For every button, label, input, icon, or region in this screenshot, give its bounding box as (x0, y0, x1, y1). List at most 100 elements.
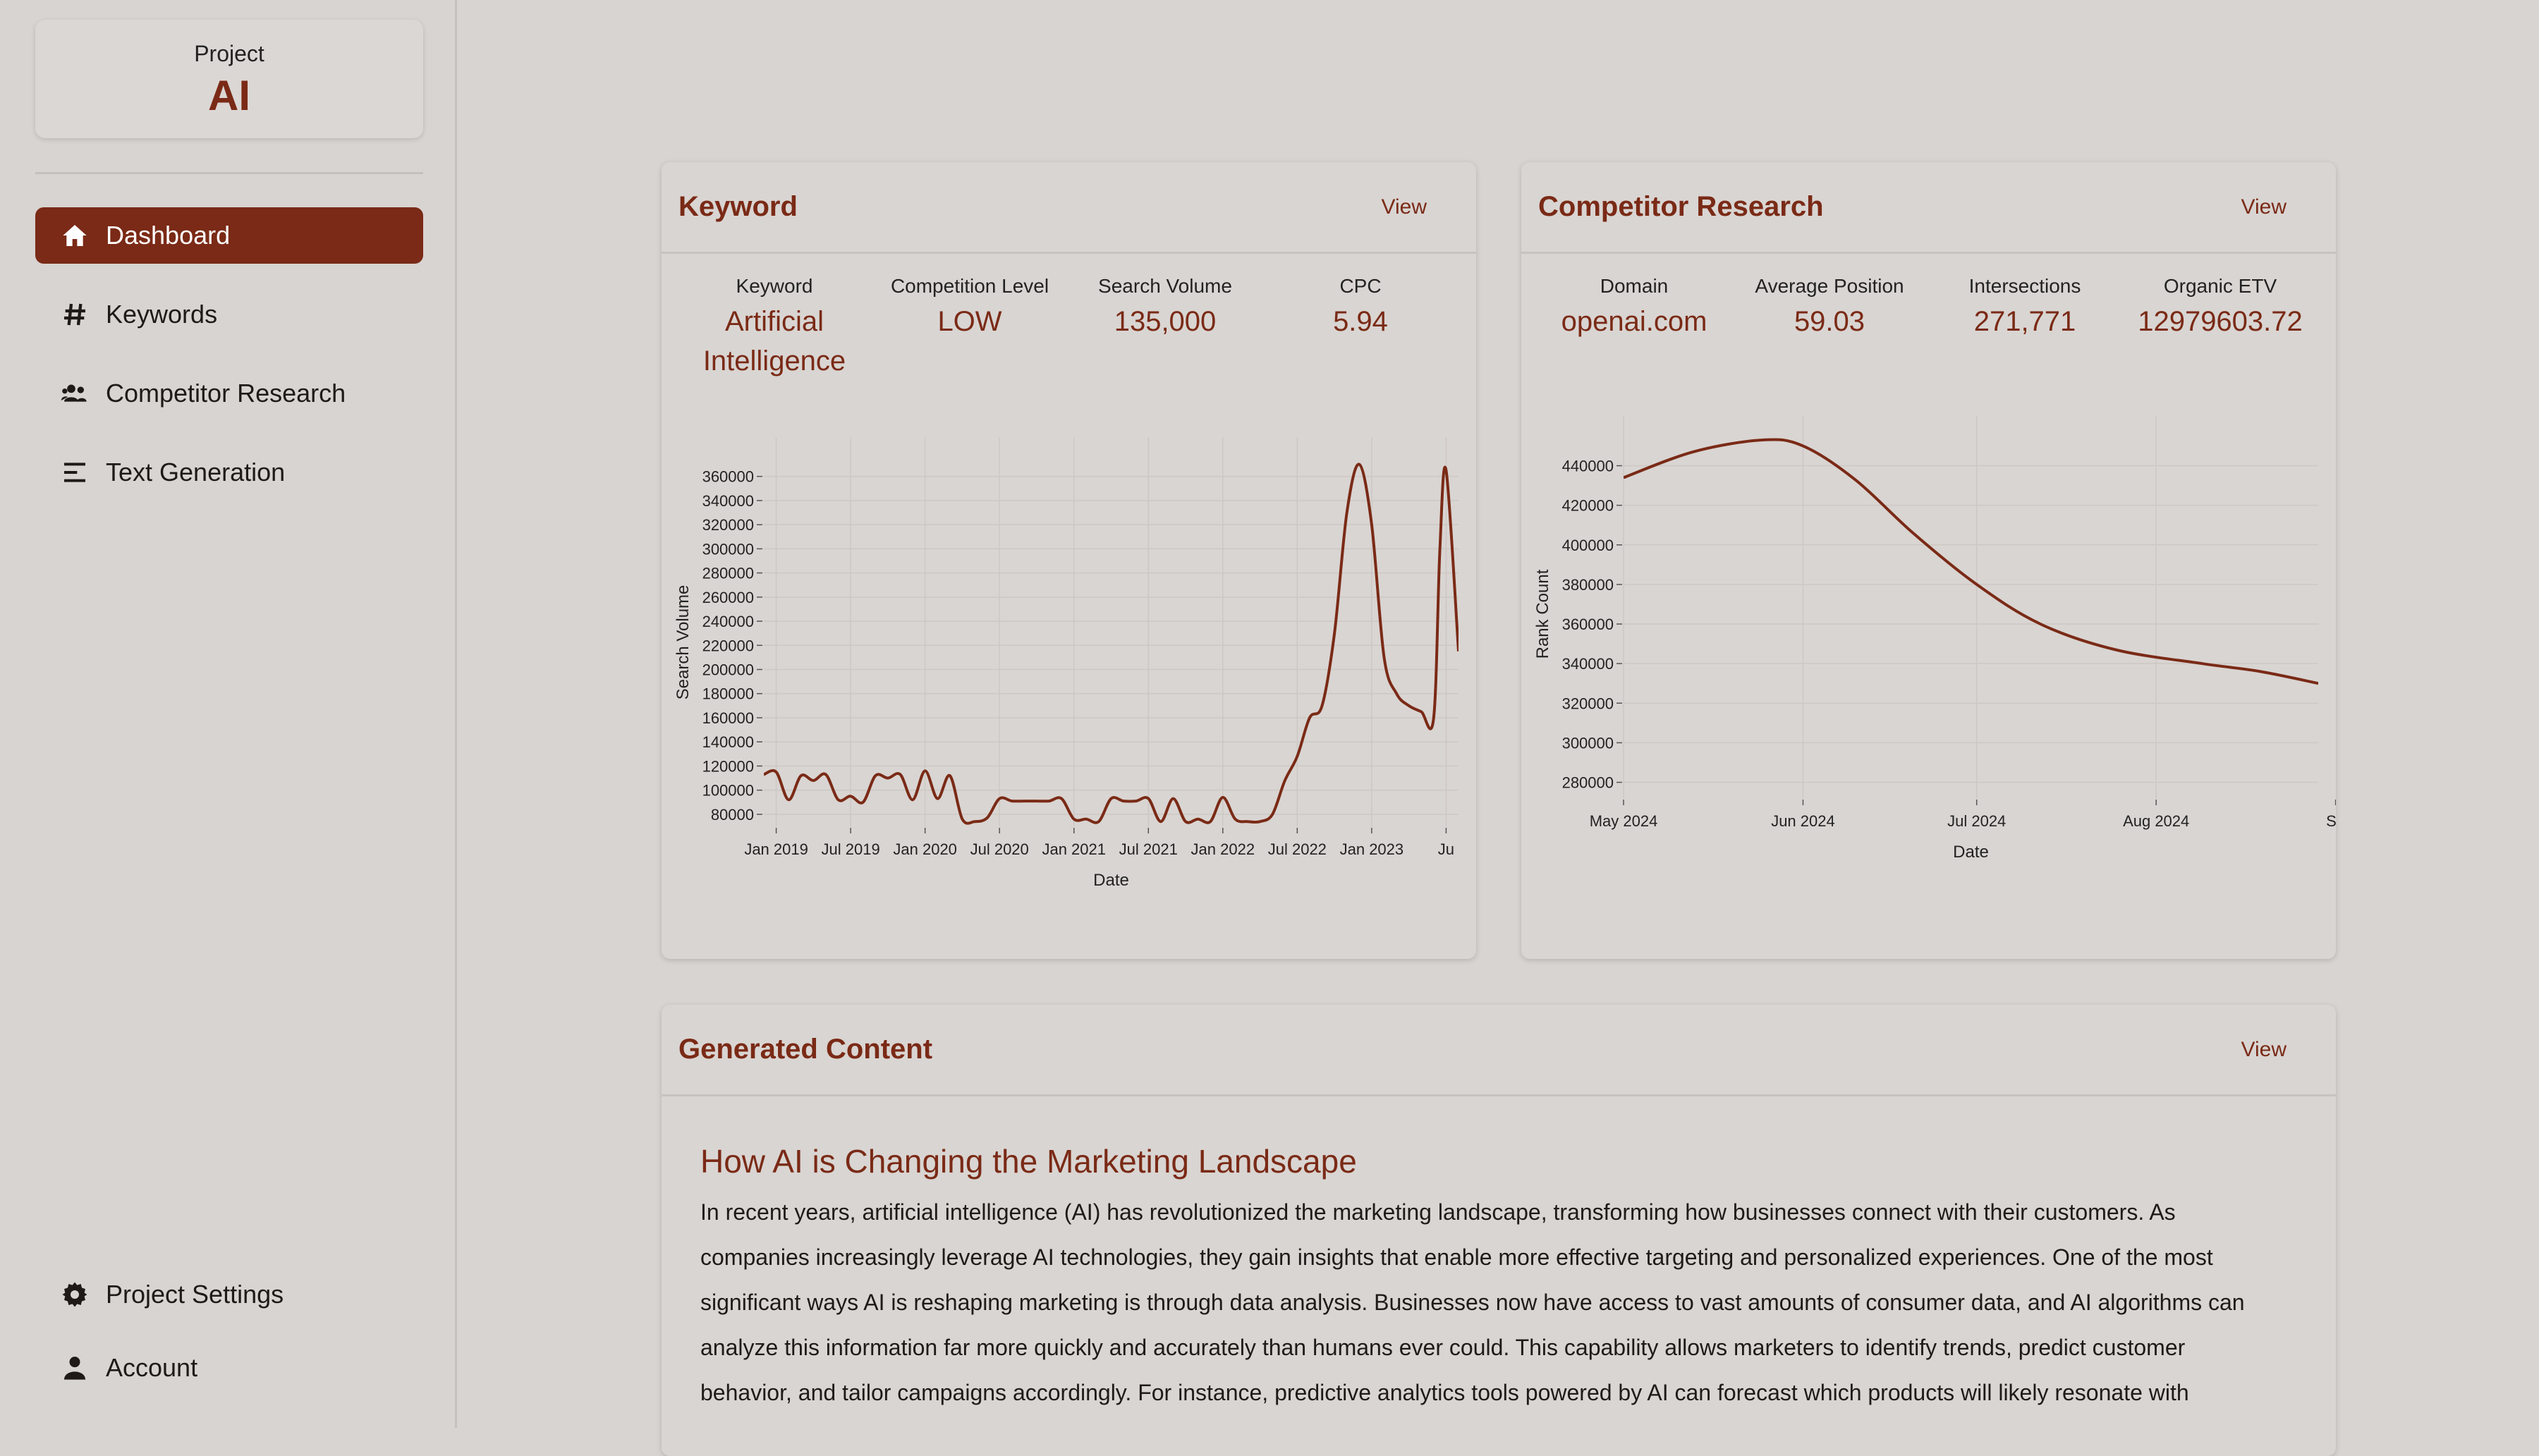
stat-search-volume: Search Volume 135,000 (1066, 275, 1264, 341)
user-icon (59, 1352, 90, 1383)
y-tick-label: 120000 (702, 757, 754, 775)
keyword-card-header: Keyword View (662, 162, 1476, 254)
x-tick-label: Jul 2022 (1268, 840, 1327, 858)
nav-competitor-research-label: Competitor Research (106, 379, 346, 408)
competitor-stats: Domain openai.com Average Position 59.03… (1521, 254, 2336, 409)
stat-domain-value: openai.com (1561, 306, 1707, 337)
y-tick-label: 320000 (1562, 695, 1614, 712)
y-tick-label: 300000 (1562, 734, 1614, 752)
y-tick-label: 360000 (1562, 616, 1614, 633)
nav-text-generation-label: Text Generation (106, 458, 286, 487)
content-card: Generated Content View How AI is Changin… (662, 1005, 2336, 1456)
content-view-link[interactable]: View (2241, 1037, 2287, 1061)
competitor-card-header: Competitor Research View (1521, 162, 2336, 254)
stat-average-position-value: 59.03 (1794, 306, 1865, 337)
x-tick-label: Aug 2024 (2123, 812, 2189, 830)
stat-average-position: Average Position 59.03 (1731, 275, 1928, 341)
x-axis-label: Date (1953, 843, 1989, 862)
x-tick-label: Jan 2023 (1340, 840, 1404, 858)
stat-cpc: CPC 5.94 (1262, 275, 1459, 341)
y-tick-label: 240000 (702, 613, 754, 630)
nav-project-settings[interactable]: Project Settings (35, 1266, 423, 1323)
series-line (1624, 438, 2318, 685)
y-tick-label: 380000 (1562, 576, 1614, 594)
content-card-header: Generated Content View (662, 1005, 2336, 1096)
y-tick-label: 280000 (702, 565, 754, 582)
stat-intersections-label: Intersections (1968, 275, 2081, 297)
sidebar: Project AI Dashboard Keywords Competitor… (0, 0, 457, 1428)
stat-intersections-value: 271,771 (1973, 306, 2076, 337)
nav-project-settings-label: Project Settings (106, 1280, 284, 1309)
y-axis-label: Rank Count (1533, 569, 1552, 659)
y-tick-label: 360000 (702, 468, 754, 486)
stat-domain: Domain openai.com (1535, 275, 1733, 341)
sidebar-divider (35, 172, 423, 174)
y-tick-label: 200000 (702, 661, 754, 679)
x-tick-label: Jan 2020 (893, 840, 957, 858)
stat-domain-label: Domain (1600, 275, 1669, 297)
y-tick-label: 280000 (1562, 774, 1614, 792)
y-tick-label: 260000 (702, 589, 754, 606)
nav-keywords-label: Keywords (106, 300, 218, 329)
y-tick-label: 140000 (702, 733, 754, 751)
stat-intersections: Intersections 271,771 (1926, 275, 2124, 341)
align-left-icon (59, 457, 90, 488)
rank-count-chart: 280000 300000 320000 340000 360000 380000 4000… (1533, 416, 2336, 862)
y-tick-label: 340000 (702, 492, 754, 510)
y-tick-label: 300000 (702, 540, 754, 558)
x-tick-label: Jul 2024 (1947, 812, 2006, 830)
project-label: Project (194, 41, 264, 66)
competitor-card: Competitor Research View Domain openai.c… (1521, 162, 2336, 959)
article-body: In recent years, artificial intelligence… (700, 1199, 2245, 1405)
nav-text-generation[interactable]: Text Generation (35, 444, 423, 501)
stat-keyword-label: Keyword (736, 275, 813, 297)
nav-account-label: Account (106, 1353, 198, 1382)
competitor-view-link[interactable]: View (2241, 195, 2287, 219)
y-tick-label: 220000 (702, 637, 754, 654)
keyword-stats: Keyword Artificial Intelligence Competit… (662, 254, 1476, 409)
y-tick-label: 180000 (702, 685, 754, 703)
stat-competition-level-value: LOW (937, 306, 1002, 337)
project-name: AI (208, 72, 250, 119)
stat-search-volume-label: Search Volume (1098, 275, 1232, 297)
nav-keywords[interactable]: Keywords (35, 286, 423, 343)
y-tick-label: 420000 (1562, 497, 1614, 515)
stat-keyword-value: Artificial Intelligence (702, 306, 846, 377)
stat-organic-etv-value: 12979603.72 (2138, 306, 2303, 337)
x-tick-label: Jul 2020 (970, 840, 1029, 858)
stat-cpc-label: CPC (1339, 275, 1382, 297)
keyword-card-title: Keyword (678, 191, 798, 222)
x-tick-label: Se (2326, 812, 2336, 830)
y-tick-label: 400000 (1562, 537, 1614, 554)
y-axis-label: Search Volume (674, 585, 693, 700)
article-title: How AI is Changing the Marketing Landsca… (700, 1143, 1357, 1180)
nav-account[interactable]: Account (35, 1340, 423, 1396)
y-tick-label: 100000 (702, 782, 754, 800)
nav-dashboard[interactable]: Dashboard (35, 207, 423, 264)
gear-icon (59, 1279, 90, 1310)
x-tick-label: Jun 2024 (1771, 812, 1835, 830)
stat-keyword: Keyword Artificial Intelligence (676, 275, 873, 381)
x-tick-label: Ju (1438, 840, 1454, 858)
stat-organic-etv-label: Organic ETV (2163, 275, 2277, 297)
x-tick-label: Jan 2019 (744, 840, 808, 858)
x-axis-label: Date (1093, 871, 1129, 890)
series-line (764, 463, 1459, 825)
stat-competition-level-label: Competition Level (890, 275, 1049, 297)
stat-search-volume-value: 135,000 (1114, 306, 1217, 337)
x-tick-label: Jul 2021 (1119, 840, 1178, 858)
stat-competition-level: Competition Level LOW (871, 275, 1068, 341)
nav-competitor-research[interactable]: Competitor Research (35, 365, 423, 422)
keyword-view-link[interactable]: View (1381, 195, 1427, 219)
x-tick-label: Jan 2022 (1191, 840, 1255, 858)
x-tick-label: May 2024 (1590, 812, 1658, 830)
stat-average-position-label: Average Position (1755, 275, 1904, 297)
nav-dashboard-label: Dashboard (106, 221, 231, 250)
hash-icon (59, 299, 90, 330)
y-tick-label: 440000 (1562, 458, 1614, 475)
home-icon (59, 220, 90, 251)
keyword-card: Keyword View Keyword Artificial Intellig… (662, 162, 1476, 959)
users-icon (59, 378, 90, 409)
project-card[interactable]: Project AI (35, 20, 423, 138)
y-tick-label: 160000 (702, 709, 754, 727)
